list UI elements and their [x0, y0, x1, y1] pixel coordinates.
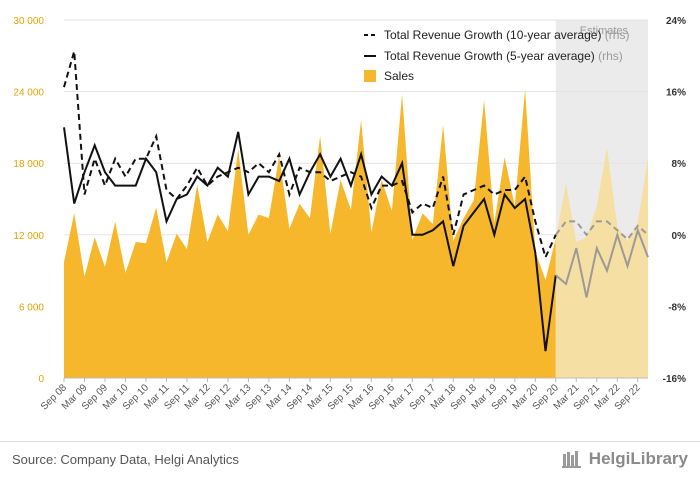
y-left-tick-label: 24 000 [13, 88, 44, 99]
y-right-tick-label: 16% [666, 88, 686, 99]
brand-logo[interactable]: HelgiLibrary [561, 448, 688, 470]
sales-area [64, 89, 556, 378]
source-note: Source: Company Data, Helgi Analytics [12, 452, 239, 467]
legend-label: Sales [384, 69, 414, 83]
growth-line-ten-year-estimate [555, 220, 649, 241]
growth-line-five-year [63, 127, 557, 352]
growth-line-five-year-estimate [555, 227, 649, 298]
brand-name: HelgiLibrary [588, 449, 688, 468]
y-right-tick-label: 8% [672, 159, 687, 170]
sales-area-estimate [555, 147, 648, 378]
footer: Source: Company Data, Helgi Analytics He… [0, 441, 700, 484]
estimates-label: Estimates [580, 25, 629, 37]
chart: Estimates 0 -16% 6 000 -8% 12 000 0% 18 000 8% 24… [13, 16, 687, 413]
legend-label: Total Revenue Growth (5-year average) (r… [384, 49, 623, 63]
y-left-tick-label: 30 000 [13, 16, 44, 27]
y-right-tick-label: -16% [663, 374, 686, 385]
y-right-tick-label: -8% [668, 302, 686, 313]
y-left-tick-label: 18 000 [13, 159, 44, 170]
chart-svg: Estimates 0 -16% 6 000 -8% 12 000 0% 18 000 8% 24… [13, 16, 687, 413]
y-right-tick-label: 24% [666, 16, 686, 27]
y-left-tick-label: 0 [38, 374, 44, 385]
library-icon [561, 451, 581, 468]
y-right-tick-label: 0% [672, 231, 687, 242]
legend-label: Total Revenue Growth (10-year average) (… [384, 28, 629, 42]
legend-rhs-suffix: (rhs) [595, 49, 623, 63]
y-left-tick-label: 12 000 [13, 231, 44, 242]
legend-marker-sales [364, 70, 376, 82]
legend-rhs-suffix: (rhs) [601, 28, 629, 42]
y-left-tick-label: 6 000 [19, 302, 44, 313]
